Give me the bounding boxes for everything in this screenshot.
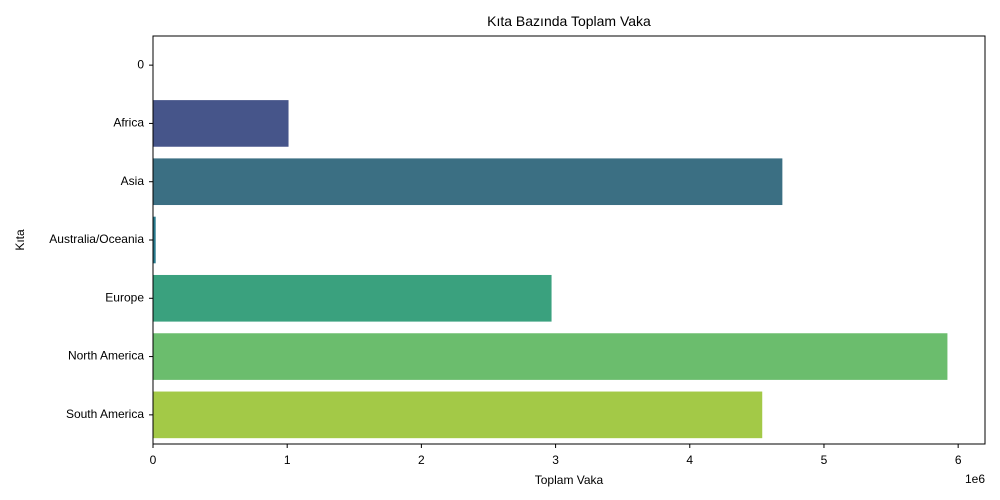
y-tick-label: 0 [137, 57, 144, 71]
bar-south-america [153, 391, 763, 439]
y-axis-label: Kıta [13, 229, 27, 251]
x-tick-label: 4 [686, 453, 693, 467]
bar-asia [153, 158, 783, 206]
y-tick-label: Europe [105, 290, 144, 304]
x-tick-label: 6 [955, 453, 962, 467]
y-tick-label: Africa [113, 116, 144, 130]
bar-north-america [153, 333, 948, 380]
bars [153, 100, 948, 439]
x-tick-label: 1 [284, 453, 291, 467]
y-tick-label: South America [66, 407, 144, 421]
y-tick-label: Asia [121, 174, 145, 188]
y-tick-label: Australia/Oceania [49, 232, 144, 246]
bar-europe [153, 274, 552, 322]
x-tick-label: 0 [150, 453, 157, 467]
x-axis-ticks: 0 1 2 3 4 5 6 [150, 444, 962, 467]
chart-title: Kıta Bazında Toplam Vaka [487, 13, 651, 29]
x-axis-label: Toplam Vaka [535, 473, 604, 487]
x-axis-scale-note: 1e6 [965, 472, 985, 486]
y-axis-ticks: 0 Africa Asia Australia/Oceania Europe North … [49, 57, 153, 421]
x-tick-label: 2 [418, 453, 425, 467]
y-tick-label: North America [68, 349, 144, 363]
x-tick-label: 3 [552, 453, 559, 467]
x-tick-label: 5 [821, 453, 828, 467]
plot-frame [152, 35, 986, 445]
bar-australia-oceania [153, 216, 156, 264]
bar-africa [153, 100, 289, 147]
